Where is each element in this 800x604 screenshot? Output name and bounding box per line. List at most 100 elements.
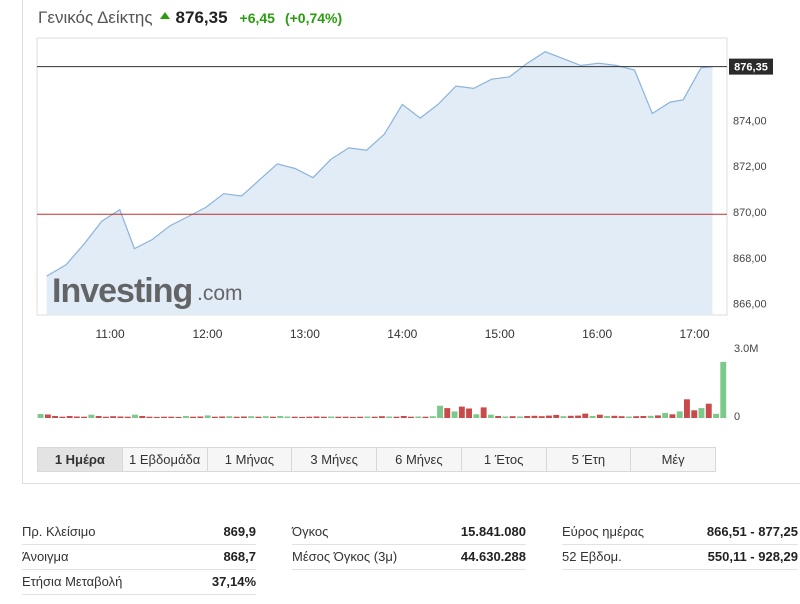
stats-column-3: Εύρος ημέρας 866,51 - 877,25 52 Εβδομ. 550…: [562, 520, 798, 570]
intraday-chart[interactable]: Investing .com 866,00 868,00 870,00 872,00 874…: [0, 0, 800, 445]
volume-bar: [357, 416, 364, 418]
volume-bar: [502, 416, 509, 418]
volume-bar: [575, 415, 581, 418]
volume-bar: [669, 414, 676, 418]
volume-bar: [146, 416, 153, 418]
volume-bar: [190, 416, 196, 418]
tab-1-year[interactable]: 1 Έτος: [462, 448, 547, 471]
volume-bar: [720, 361, 727, 418]
volume-bar: [270, 416, 276, 418]
volume-bar: [487, 414, 494, 418]
price-line: [46, 51, 713, 277]
volume-bar: [81, 416, 88, 418]
volume-bar: [684, 399, 690, 418]
volume-bar: [161, 416, 167, 418]
volume-bar: [59, 416, 66, 418]
volume-bar: [596, 414, 603, 418]
volume-bar: [662, 412, 669, 418]
volume-bar: [466, 408, 472, 418]
volume-bar: [88, 414, 95, 418]
x-tick-label: 11:00: [95, 327, 124, 341]
volume-bar: [255, 416, 262, 418]
volume-bar: [124, 416, 131, 418]
tab-max[interactable]: Μέγ: [661, 452, 685, 467]
volume-max-label: 3.0M: [734, 343, 758, 355]
last-price-label: 876,35: [734, 62, 768, 74]
volume-bar: [197, 416, 204, 418]
volume-bar: [320, 416, 327, 418]
stat-label: Πρ. Κλείσιμο: [22, 524, 96, 539]
tab-6-months[interactable]: 6 Μήνες: [377, 448, 462, 471]
stat-value: 15.841.080: [460, 524, 526, 539]
volume-bar: [560, 416, 567, 418]
volume-bar: [444, 408, 451, 418]
volume-bar: [546, 415, 552, 418]
volume-bar: [698, 408, 705, 418]
price-area-fill: [46, 51, 713, 315]
volume-bar: [451, 411, 458, 418]
tab-1-week[interactable]: 1 Εβδομάδα: [123, 448, 208, 471]
volume-bar: [509, 416, 516, 418]
volume-bar: [139, 416, 146, 418]
stat-label: Μέσος Όγκος (3μ): [292, 549, 398, 564]
volume-bar: [110, 416, 117, 418]
volume-bar: [349, 416, 356, 418]
volume-bar: [408, 416, 414, 418]
volume-bar: [233, 416, 240, 418]
volume-bar: [95, 416, 102, 418]
volume-bar: [226, 416, 233, 418]
volume-bar: [306, 416, 313, 418]
watermark-suffix: .com: [197, 282, 243, 305]
volume-bar: [676, 411, 683, 418]
volume-bar: [52, 416, 58, 418]
volume-bar: [633, 416, 640, 418]
tab-1-day[interactable]: 1 Ημέρα: [38, 448, 123, 471]
x-tick-label: 16:00: [582, 327, 612, 341]
stat-value: 44.630.288: [460, 549, 526, 564]
x-tick-label: 15:00: [485, 327, 515, 341]
volume-bar: [262, 416, 269, 418]
tab-5-years[interactable]: 5 Έτη: [547, 448, 632, 471]
volume-bar: [37, 414, 44, 418]
volume-bar: [328, 416, 334, 418]
volume-bar: [117, 416, 124, 418]
volume-bar: [429, 416, 436, 418]
stats-column-1: Πρ. Κλείσιμο 869,9 Άνοιγμα 868,7 Ετήσια Με…: [22, 520, 256, 595]
stat-row-avg-volume: Μέσος Όγκος (3μ) 44.630.288: [292, 545, 526, 570]
x-tick-label: 14:00: [387, 327, 417, 341]
volume-bar: [553, 414, 560, 418]
volume-bar: [313, 416, 320, 418]
volume-bar: [604, 416, 610, 418]
last-price: 876,35: [175, 8, 228, 27]
x-tick-label: 12:00: [192, 327, 222, 341]
x-tick-label: 13:00: [290, 327, 320, 341]
tab-1-month[interactable]: 1 Μήνας: [208, 448, 293, 471]
stat-value: 550,11 - 928,29: [707, 549, 798, 564]
stat-row-annual-change: Ετήσια Μεταβολή 37,14%: [22, 570, 256, 595]
volume-bar: [437, 405, 443, 418]
volume-bar: [422, 416, 429, 418]
stat-label: 52 Εβδομ.: [562, 549, 622, 564]
stat-label: Εύρος ημέρας: [562, 524, 644, 539]
volume-bar: [371, 416, 378, 418]
volume-bar: [538, 416, 545, 418]
volume-bar: [342, 416, 349, 418]
volume-bar: [640, 416, 647, 418]
volume-bar: [219, 416, 226, 418]
stat-label: Ετήσια Μεταβολή: [22, 574, 123, 589]
volume-bar: [400, 416, 407, 418]
volume-bar: [44, 414, 51, 418]
y-tick-label: 866,00: [733, 299, 767, 311]
volume-bar: [655, 415, 661, 418]
stat-row-open: Άνοιγμα 868,7: [22, 545, 256, 570]
x-tick-label: 17:00: [680, 327, 710, 341]
stat-row-prev-close: Πρ. Κλείσιμο 869,9: [22, 520, 256, 545]
tab-3-months[interactable]: 3 Μήνες: [292, 448, 377, 471]
volume-bar: [175, 416, 182, 418]
volume-bar: [473, 414, 480, 418]
volume-bar: [393, 416, 400, 418]
stat-value: 869,9: [223, 524, 256, 539]
volume-bar: [204, 415, 211, 418]
volume-bar: [480, 407, 487, 418]
volume-bar: [582, 413, 589, 418]
